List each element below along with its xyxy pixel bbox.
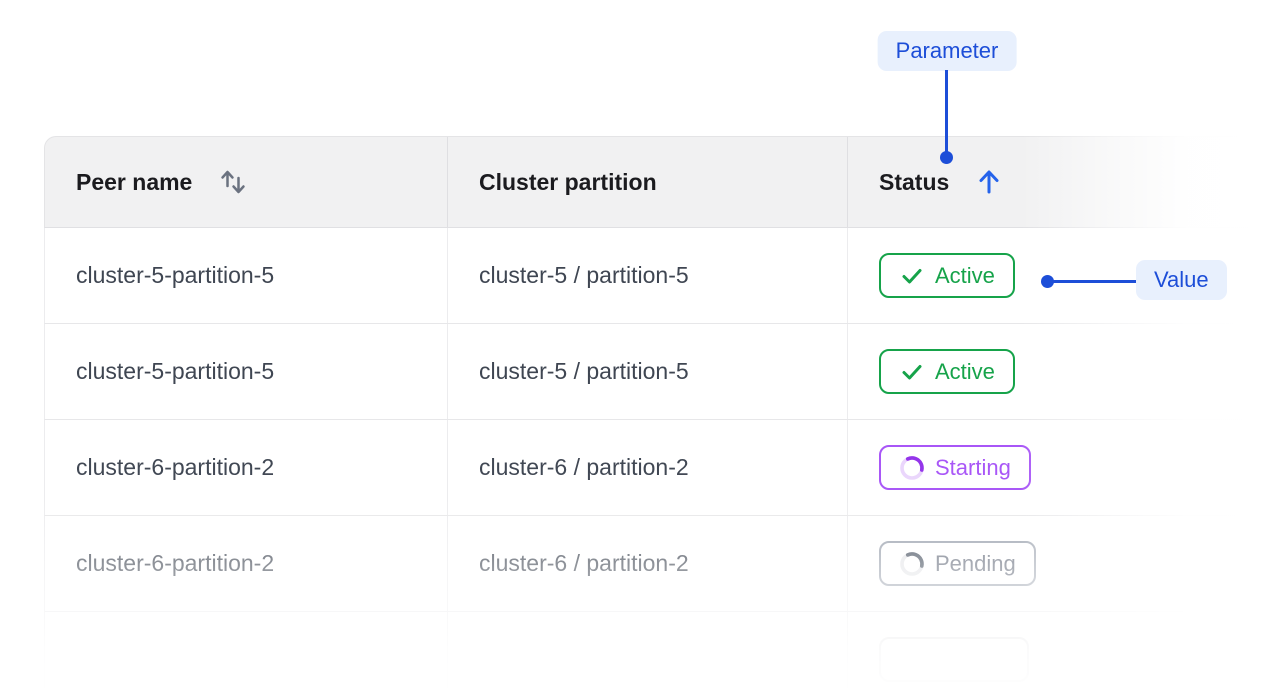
cluster-partition-cell: cluster-5 / partition-5 bbox=[447, 324, 847, 419]
sort-ascending-arrow-icon[interactable] bbox=[975, 167, 1003, 197]
status-badge: Active bbox=[879, 349, 1015, 394]
cluster-partition-cell: cluster-6 / partition-2 bbox=[447, 516, 847, 611]
status-cell: Active bbox=[847, 228, 1272, 323]
table-row bbox=[44, 612, 1272, 688]
cluster-partition-cell bbox=[447, 612, 847, 688]
status-badge bbox=[879, 637, 1029, 682]
spinner-icon bbox=[900, 551, 924, 576]
status-badge: Pending bbox=[879, 541, 1036, 586]
status-badge: Active bbox=[879, 253, 1015, 298]
column-header-cluster-partition[interactable]: Cluster partition bbox=[447, 137, 847, 227]
table-header-row: Peer name Cluster partition Status bbox=[44, 136, 1272, 228]
check-icon bbox=[902, 364, 922, 379]
status-label: Active bbox=[935, 262, 995, 288]
parameter-callout-label: Parameter bbox=[895, 38, 999, 63]
peer-name-cell: cluster-5-partition-5 bbox=[76, 262, 275, 288]
value-callout-label: Value bbox=[1154, 267, 1209, 292]
cluster-partition-cell: cluster-5 / partition-5 bbox=[447, 228, 847, 323]
column-header-label: Status bbox=[879, 168, 950, 195]
column-header-label: Peer name bbox=[76, 168, 193, 195]
peer-name-cell bbox=[45, 612, 447, 688]
parameter-connector-line bbox=[945, 70, 948, 153]
status-label: Active bbox=[935, 358, 995, 384]
status-badge: Starting bbox=[879, 445, 1031, 490]
cluster-partition-cell: cluster-6 / partition-2 bbox=[447, 420, 847, 515]
status-cell: Active bbox=[847, 324, 1272, 419]
status-label: Starting bbox=[935, 454, 1011, 480]
peer-name-cell: cluster-6-partition-2 bbox=[76, 550, 275, 576]
parameter-callout: Parameter bbox=[877, 31, 1017, 71]
table-row: cluster-6-partition-2 cluster-6 / partit… bbox=[44, 420, 1272, 516]
status-label: Pending bbox=[935, 550, 1016, 576]
status-cell bbox=[847, 612, 1272, 688]
table-row: cluster-6-partition-2 cluster-6 / partit… bbox=[44, 516, 1272, 612]
sort-updown-icon[interactable] bbox=[218, 166, 248, 198]
table-row: cluster-5-partition-5 cluster-5 / partit… bbox=[44, 228, 1272, 324]
status-cell: Pending bbox=[847, 516, 1272, 611]
value-callout: Value bbox=[1136, 260, 1227, 300]
table-body: cluster-5-partition-5 cluster-5 / partit… bbox=[44, 228, 1272, 688]
value-connector-line bbox=[1052, 280, 1136, 283]
status-cell: Starting bbox=[847, 420, 1272, 515]
peer-name-cell: cluster-6-partition-2 bbox=[76, 454, 275, 480]
peers-table: Peer name Cluster partition Status clust… bbox=[44, 136, 1272, 688]
peer-name-cell: cluster-5-partition-5 bbox=[76, 358, 275, 384]
column-header-status[interactable]: Status bbox=[847, 137, 1272, 227]
column-header-peer-name[interactable]: Peer name bbox=[45, 137, 447, 227]
column-header-label: Cluster partition bbox=[479, 168, 657, 195]
check-icon bbox=[902, 268, 922, 283]
table-row: cluster-5-partition-5 cluster-5 / partit… bbox=[44, 324, 1272, 420]
parameter-connector-dot bbox=[940, 151, 953, 164]
spinner-icon bbox=[900, 455, 924, 480]
